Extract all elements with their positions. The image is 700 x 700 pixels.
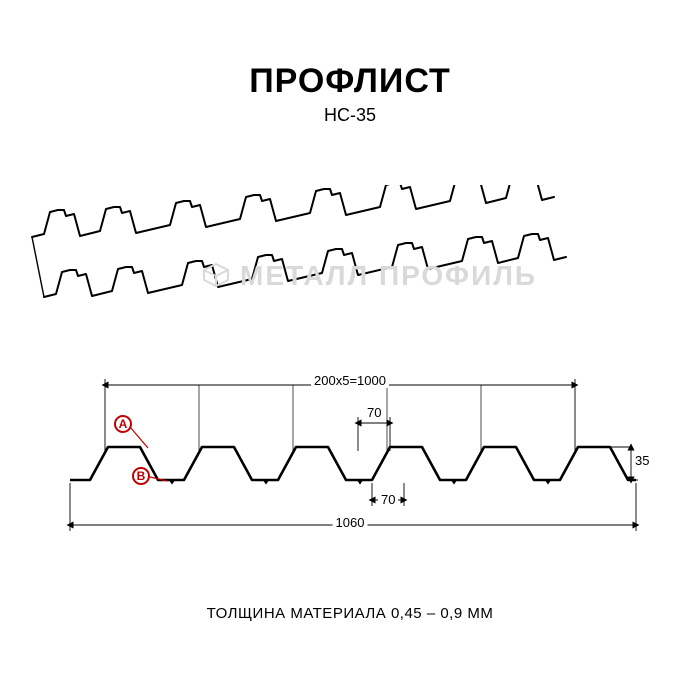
material-thickness-note: ТОЛЩИНА МАТЕРИАЛА 0,45 – 0,9 ММ — [0, 605, 700, 622]
watermark-logo-icon — [200, 260, 232, 292]
watermark-text: МЕТАЛЛ ПРОФИЛЬ — [240, 260, 537, 292]
marker-b-label: B — [137, 469, 146, 483]
dim-bottom-flat: 70 — [378, 492, 398, 507]
marker-a: A — [114, 415, 132, 433]
product-subtitle: НС-35 — [0, 105, 700, 126]
technical-drawing: 200x5=1000 70 70 1060 35 A B — [60, 375, 640, 545]
marker-a-label: A — [119, 417, 128, 431]
dim-height: 35 — [632, 453, 652, 468]
perspective-drawing — [24, 185, 676, 315]
dim-bottom-width: 1060 — [333, 515, 368, 530]
marker-b: B — [132, 467, 150, 485]
watermark: МЕТАЛЛ ПРОФИЛЬ — [200, 260, 537, 292]
header-block: ПРОФЛИСТ НС-35 — [0, 62, 700, 126]
dim-total-width: 200x5=1000 — [311, 373, 389, 388]
product-title: ПРОФЛИСТ — [0, 62, 700, 101]
dim-top-flat: 70 — [364, 405, 384, 420]
